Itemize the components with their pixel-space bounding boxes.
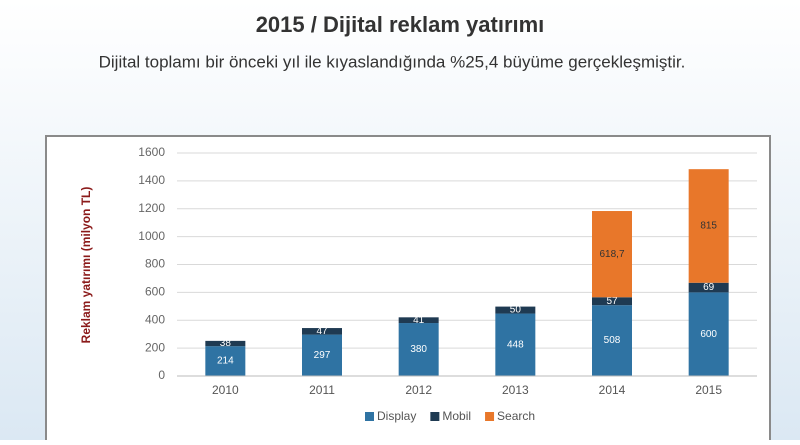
value-label: 57 (606, 296, 618, 307)
value-label: 38 (220, 338, 232, 349)
bar-segment (592, 211, 632, 298)
value-label: 41 (413, 315, 425, 326)
value-label: 214 (217, 356, 234, 367)
bar-segment (302, 328, 342, 335)
x-tick-label: 2014 (599, 383, 626, 397)
value-label: 508 (604, 335, 621, 346)
chart-frame (45, 135, 771, 445)
value-label: 47 (316, 326, 328, 337)
x-tick-label: 2015 (695, 383, 722, 397)
bar-segment (688, 282, 729, 293)
bar-segment (688, 169, 729, 283)
value-label: 380 (410, 344, 427, 355)
y-tick-label: 1600 (138, 145, 165, 159)
y-axis-title: Reklam yatırımı (milyon TL) (79, 187, 93, 344)
value-label: 50 (510, 305, 522, 316)
y-tick-label: 200 (145, 340, 165, 354)
legend-label: Search (497, 409, 535, 423)
x-tick-label: 2011 (309, 383, 335, 397)
y-tick-label: 0 (158, 368, 165, 382)
bar-segment (495, 313, 536, 376)
legend-swatch (430, 412, 440, 421)
chart-title: 2015 / Dijital reklam yatırımı (256, 12, 545, 37)
value-label: 600 (700, 329, 717, 340)
bar-segment (592, 297, 632, 306)
x-tick-label: 2013 (502, 383, 529, 397)
bar-segment (398, 323, 439, 376)
y-tick-label: 1200 (138, 201, 165, 215)
y-tick-label: 600 (145, 285, 165, 299)
y-tick-label: 400 (145, 312, 165, 326)
bar-segment (495, 306, 536, 314)
legend-swatch (485, 412, 495, 421)
bar-segment (205, 346, 246, 376)
value-label: 69 (703, 282, 715, 293)
bar-segment (205, 340, 246, 347)
bar-segment (592, 305, 632, 376)
y-tick-label: 1400 (138, 173, 165, 187)
chart-subtitle: Dijital toplamı bir önceki yıl ile kıyas… (99, 52, 686, 71)
bar-segment (398, 317, 439, 324)
legend-swatch (365, 412, 374, 421)
value-label: 297 (314, 350, 331, 361)
y-tick-label: 1000 (138, 229, 165, 243)
x-tick-label: 2010 (212, 383, 239, 397)
bar-segment (302, 334, 342, 376)
x-tick-label: 2012 (405, 383, 432, 397)
legend-label: Mobil (442, 409, 471, 423)
legend-label: Display (377, 409, 416, 423)
value-label: 815 (700, 221, 717, 232)
value-label: 448 (507, 339, 524, 350)
y-tick-label: 800 (145, 257, 165, 271)
value-label: 618,7 (599, 249, 624, 260)
bar-segment (688, 292, 729, 376)
